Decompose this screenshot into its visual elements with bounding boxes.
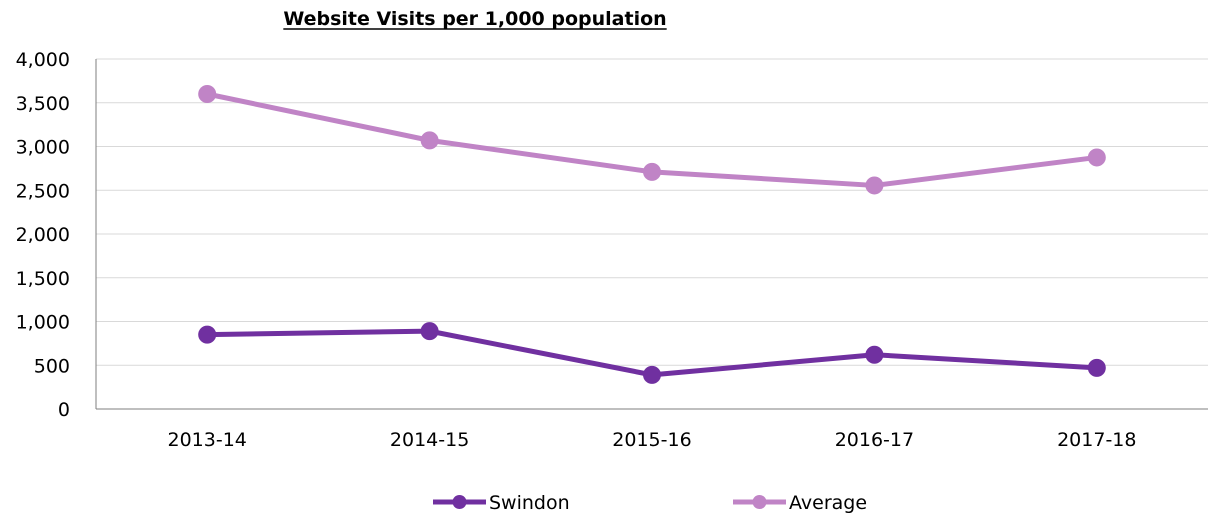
y-tick-label: 2,500: [16, 180, 70, 202]
data-point-average: [1087, 148, 1106, 167]
y-tick-label: 2,000: [16, 224, 70, 246]
data-point-average: [420, 131, 439, 150]
y-tick-label: 0: [58, 399, 70, 421]
grid-lines: [96, 58, 1208, 366]
x-tick-label: 2017-18: [1057, 429, 1136, 451]
legend-label-swindon: Swindon: [489, 492, 570, 514]
series: [198, 85, 1106, 384]
data-point-average: [198, 85, 217, 103]
y-tick-label: 3,500: [16, 93, 70, 115]
x-tick-label: 2016-17: [835, 429, 914, 451]
series-average: [198, 85, 1106, 195]
legend: Swindon Average: [433, 492, 867, 514]
y-tick-label: 4,000: [16, 49, 70, 71]
y-axis-tick-labels: 0 500 1,000 1,500 2,000 2,500 3,000 3,500 4,000: [16, 49, 70, 421]
x-tick-label: 2015-16: [612, 429, 691, 451]
data-point-average: [643, 162, 661, 181]
legend-marker-average: [752, 495, 767, 509]
series-swindon: [198, 322, 1106, 384]
data-point-swindon: [420, 322, 439, 341]
legend-item-average: Average: [733, 492, 867, 514]
data-point-swindon: [1087, 358, 1106, 377]
x-axis-tick-labels: 2013-14 2014-15 2015-16 2016-17 2017-18: [168, 429, 1137, 451]
chart-title: Website Visits per 1,000 population: [283, 8, 666, 30]
data-point-average: [865, 176, 884, 195]
axes: [95, 59, 1208, 410]
y-tick-label: 1,500: [16, 268, 70, 290]
legend-item-swindon: Swindon: [433, 492, 570, 514]
legend-marker-swindon: [452, 495, 467, 509]
y-tick-label: 1,000: [16, 312, 70, 334]
data-point-swindon: [198, 325, 217, 344]
y-tick-label: 500: [34, 355, 70, 377]
y-tick-label: 3,000: [16, 137, 70, 159]
x-tick-label: 2013-14: [168, 429, 247, 451]
x-tick-label: 2014-15: [390, 429, 469, 451]
data-point-swindon: [643, 365, 661, 384]
legend-label-average: Average: [789, 492, 867, 514]
data-point-swindon: [865, 345, 884, 364]
